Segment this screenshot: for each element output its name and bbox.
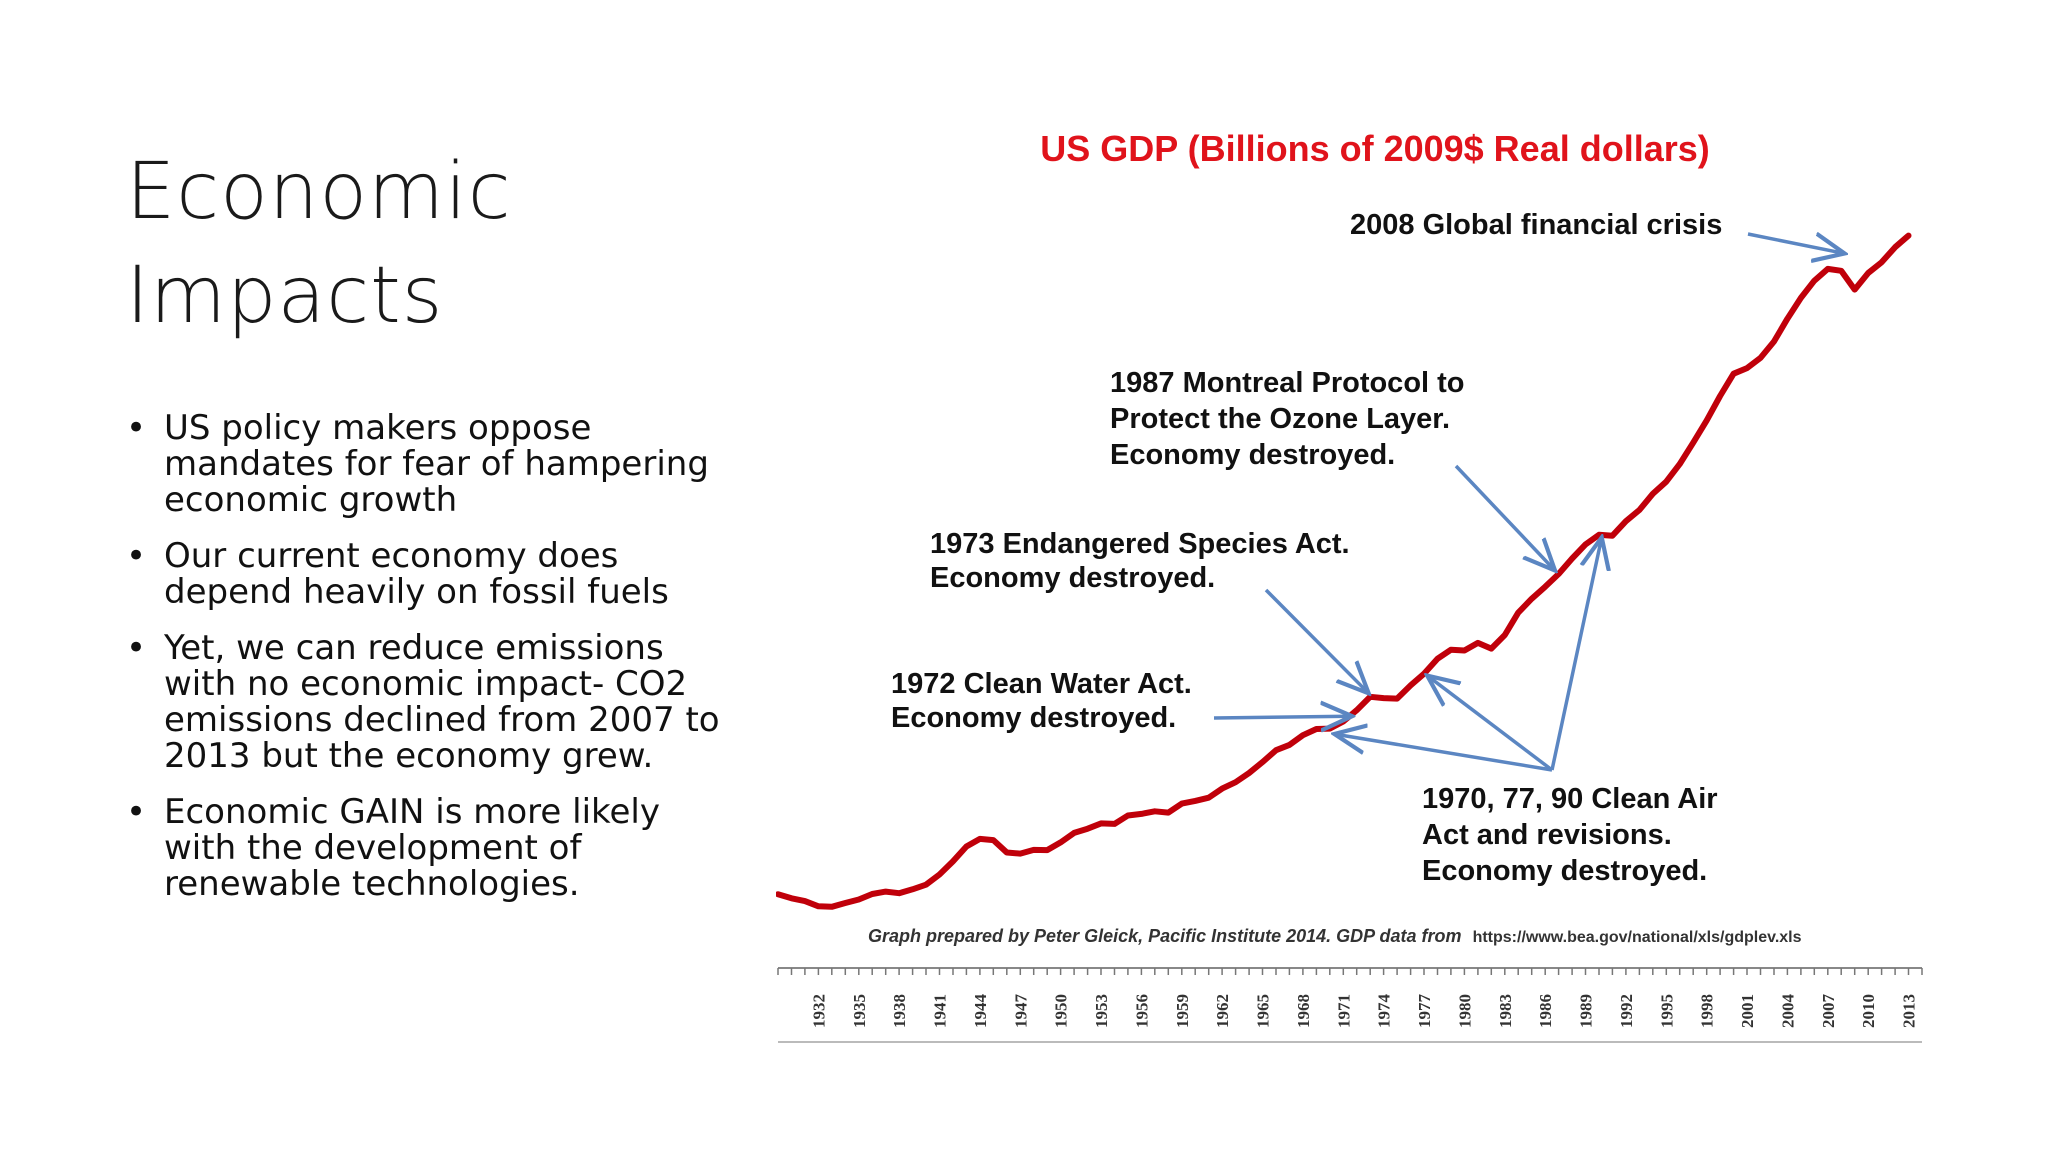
annotation-line: Economy destroyed. [1110, 439, 1395, 471]
slide-title-line-1: Economic [126, 147, 512, 237]
annotation-label: 1970, 77, 90 Clean Air Act and revisions.… [1422, 783, 1718, 887]
annotation-line: 1987 Montreal Protocol to [1110, 367, 1465, 399]
x-tick-label: 2004 [1778, 994, 1797, 1029]
annotation-label: 1972 Clean Water Act. Economy destroyed. [891, 668, 1192, 734]
slide-title: Economic Impacts [126, 140, 746, 348]
x-tick-label: 1953 [1092, 994, 1111, 1028]
source-note-url: https://www.bea.gov/national/xls/gdplev.… [1473, 929, 1802, 946]
gdp-chart: US GDP (Billions of 2009$ Real dollars) … [776, 128, 1923, 1043]
x-tick-label: 1989 [1577, 994, 1596, 1028]
annotation-line: Economy destroyed. [1422, 855, 1707, 887]
x-tick-label: 1971 [1334, 994, 1353, 1028]
annotation-arrow [1747, 234, 1841, 253]
x-tick-label: 2013 [1900, 994, 1919, 1028]
annotation-arrow [1550, 541, 1601, 771]
x-tick-label: 2010 [1859, 994, 1878, 1028]
annotation-line: 2008 Global financial crisis [1350, 209, 1722, 241]
annotation-arrow [1454, 464, 1553, 568]
bullet-item: US policy makers oppose mandates for fea… [126, 410, 726, 518]
source-note-text: Graph prepared by Peter Gleick, Pacific … [868, 926, 1462, 946]
x-tick-label: 1998 [1698, 994, 1717, 1028]
bullet-item: Yet, we can reduce emissions with no eco… [126, 630, 726, 774]
x-tick-label: 1962 [1213, 994, 1232, 1028]
x-tick-label: 1956 [1132, 994, 1151, 1028]
slide-title-line-2: Impacts [126, 251, 444, 341]
x-tick-label: 1959 [1173, 994, 1192, 1028]
annotation-line: 1972 Clean Water Act. [891, 668, 1192, 700]
x-tick-label: 1983 [1496, 994, 1515, 1028]
source-note: Graph prepared by Peter Gleick, Pacific … [868, 926, 1802, 946]
gdp-chart-panel: US GDP (Billions of 2009$ Real dollars) … [776, 110, 1950, 1060]
annotation-line: Economy destroyed. [891, 702, 1176, 734]
annotation-arrow [1213, 716, 1349, 718]
annotation-line: 1973 Endangered Species Act. [930, 528, 1350, 560]
x-tick-label: 1974 [1375, 994, 1394, 1029]
x-tick-label: 2001 [1738, 994, 1757, 1028]
x-tick-label: 1986 [1536, 994, 1555, 1028]
chart-title: US GDP (Billions of 2009$ Real dollars) [1040, 128, 1710, 169]
annotation-label: 2008 Global financial crisis [1350, 209, 1722, 241]
x-tick-label: 1995 [1657, 994, 1676, 1028]
annotation-line: 1970, 77, 90 Clean Air [1422, 783, 1718, 815]
x-tick-label: 1968 [1294, 994, 1313, 1028]
annotation-arrow [1430, 678, 1554, 772]
annotation-arrow [1338, 735, 1553, 772]
annotation-label: 1973 Endangered Species Act. Economy dest… [930, 528, 1350, 594]
x-tick-label: 1980 [1455, 994, 1474, 1028]
x-tick-label: 1935 [850, 994, 869, 1028]
x-tick-label: 2007 [1819, 994, 1838, 1029]
annotation-line: Protect the Ozone Layer. [1110, 403, 1450, 435]
annotation-label: 1987 Montreal Protocol to Protect the Ozo… [1110, 367, 1465, 471]
x-tick-label: 1941 [931, 994, 950, 1028]
x-tick-label: 1965 [1254, 994, 1273, 1028]
x-tick-label: 1947 [1011, 994, 1030, 1029]
annotation-line: Economy destroyed. [930, 562, 1215, 594]
annotation-line: Act and revisions. [1422, 819, 1672, 851]
x-tick-label: 1950 [1052, 994, 1071, 1028]
annotation-arrow [1264, 588, 1366, 691]
x-tick-label: 1932 [809, 994, 828, 1028]
x-tick-label: 1992 [1617, 994, 1636, 1028]
bullet-item: Economic GAIN is more likely with the de… [126, 794, 726, 902]
x-tick-label: 1944 [971, 994, 990, 1029]
bullet-item: Our current economy does depend heavily … [126, 538, 726, 610]
bullet-list: US policy makers oppose mandates for fea… [126, 410, 726, 922]
x-tick-label: 1938 [890, 994, 909, 1028]
x-tick-label: 1977 [1415, 994, 1434, 1029]
